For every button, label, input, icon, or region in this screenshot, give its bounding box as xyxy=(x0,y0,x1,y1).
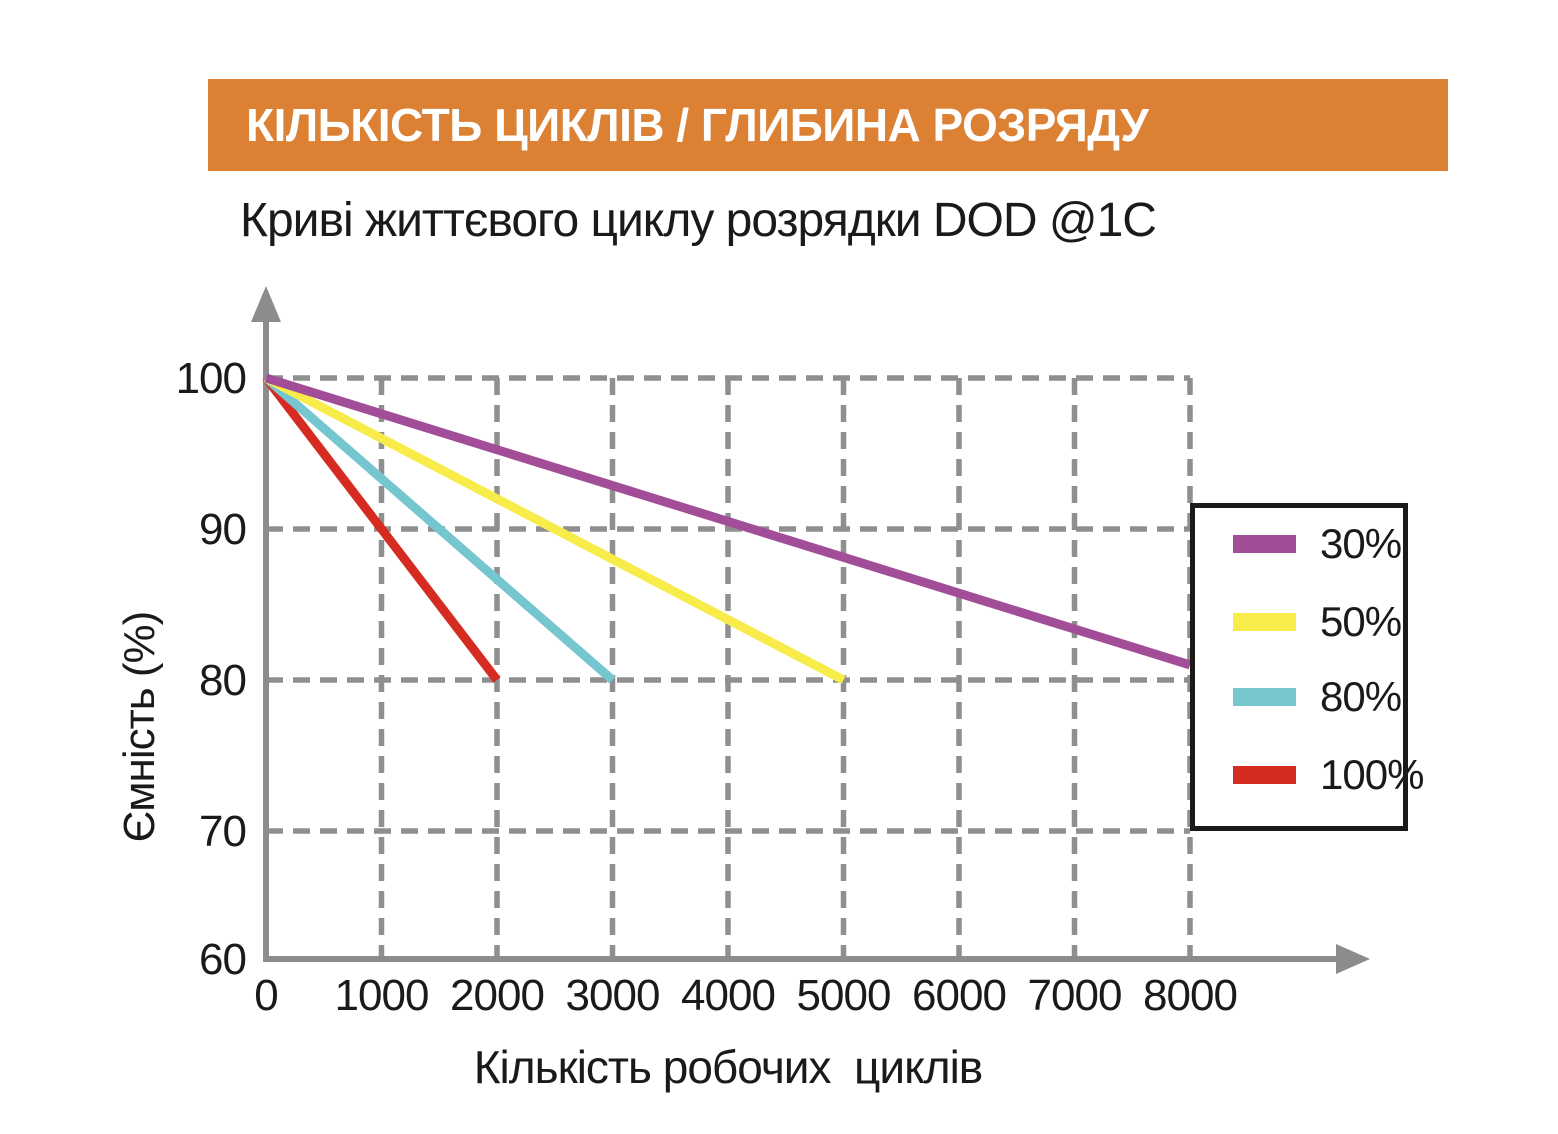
title-banner: КІЛЬКІСТЬ ЦИКЛІВ / ГЛИБИНА РОЗРЯДУ xyxy=(208,79,1448,171)
legend-swatch-100 xyxy=(1233,766,1296,784)
legend-label-80: 80% xyxy=(1320,673,1402,720)
legend-label-100: 100% xyxy=(1320,751,1424,798)
x-tick-4000: 4000 xyxy=(681,971,775,1020)
banner-title: КІЛЬКІСТЬ ЦИКЛІВ / ГЛИБИНА РОЗРЯДУ xyxy=(246,99,1149,151)
legend-item-50: 50% xyxy=(1195,598,1403,645)
y-tick-70: 70 xyxy=(199,807,246,856)
series-line-80% xyxy=(263,374,616,684)
legend-label-50: 50% xyxy=(1320,598,1402,645)
x-tick-3000: 3000 xyxy=(566,971,660,1020)
y-axis-title: Ємність (%) xyxy=(115,611,164,843)
series-line-50% xyxy=(263,374,846,684)
legend-swatch-80 xyxy=(1233,688,1296,706)
series-line-30% xyxy=(264,373,1192,670)
legend-swatch-30 xyxy=(1233,535,1296,553)
x-tick-7000: 7000 xyxy=(1028,971,1122,1020)
legend-swatch-50 xyxy=(1233,613,1296,631)
legend-item-100: 100% xyxy=(1195,751,1424,798)
series-line-100% xyxy=(262,375,501,683)
x-axis-arrow-icon xyxy=(1336,944,1370,974)
x-tick-0: 0 xyxy=(254,971,277,1020)
legend: 30% 50% 80% 100% xyxy=(1190,503,1424,831)
y-tick-60: 60 xyxy=(199,935,246,984)
y-tick-100: 100 xyxy=(176,354,246,403)
x-tick-5000: 5000 xyxy=(797,971,891,1020)
x-axis-title: Кількість робочих циклів xyxy=(473,1041,983,1093)
legend-item-30: 30% xyxy=(1195,520,1403,567)
y-tick-80: 80 xyxy=(199,656,246,705)
chart-title: Криві життєвого циклу розрядки DOD @1C xyxy=(240,194,1157,247)
y-tick-90: 90 xyxy=(199,505,246,554)
x-tick-6000: 6000 xyxy=(912,971,1006,1020)
x-tick-1000: 1000 xyxy=(335,971,429,1020)
legend-item-80: 80% xyxy=(1195,673,1403,720)
y-axis-arrow-icon xyxy=(251,286,281,322)
x-tick-8000: 8000 xyxy=(1143,971,1237,1020)
legend-label-30: 30% xyxy=(1320,520,1402,567)
x-tick-2000: 2000 xyxy=(450,971,544,1020)
